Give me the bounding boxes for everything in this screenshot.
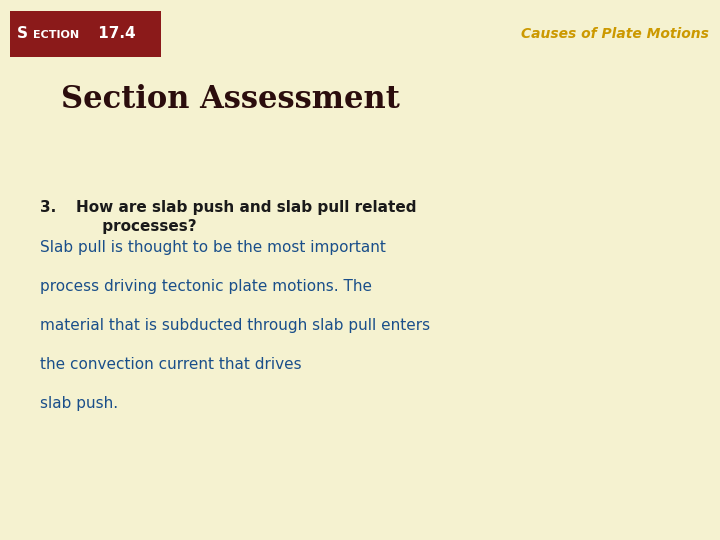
Text: 17.4: 17.4 [93,26,135,41]
Text: Section Assessment: Section Assessment [61,84,400,114]
Text: ECTION: ECTION [33,30,79,40]
Text: the convection current that drives: the convection current that drives [40,357,301,372]
Text: process driving tectonic plate motions. The: process driving tectonic plate motions. … [40,279,372,294]
Text: How are slab push and slab pull related: How are slab push and slab pull related [76,200,416,215]
Text: 3.: 3. [40,200,56,215]
Text: Causes of Plate Motions: Causes of Plate Motions [521,27,709,40]
Text: material that is subducted through slab pull enters: material that is subducted through slab … [40,318,430,333]
Text: processes?: processes? [76,219,197,234]
Text: slab push.: slab push. [40,396,118,411]
FancyBboxPatch shape [10,11,161,57]
Text: Slab pull is thought to be the most important: Slab pull is thought to be the most impo… [40,240,385,255]
Text: S: S [17,26,28,41]
